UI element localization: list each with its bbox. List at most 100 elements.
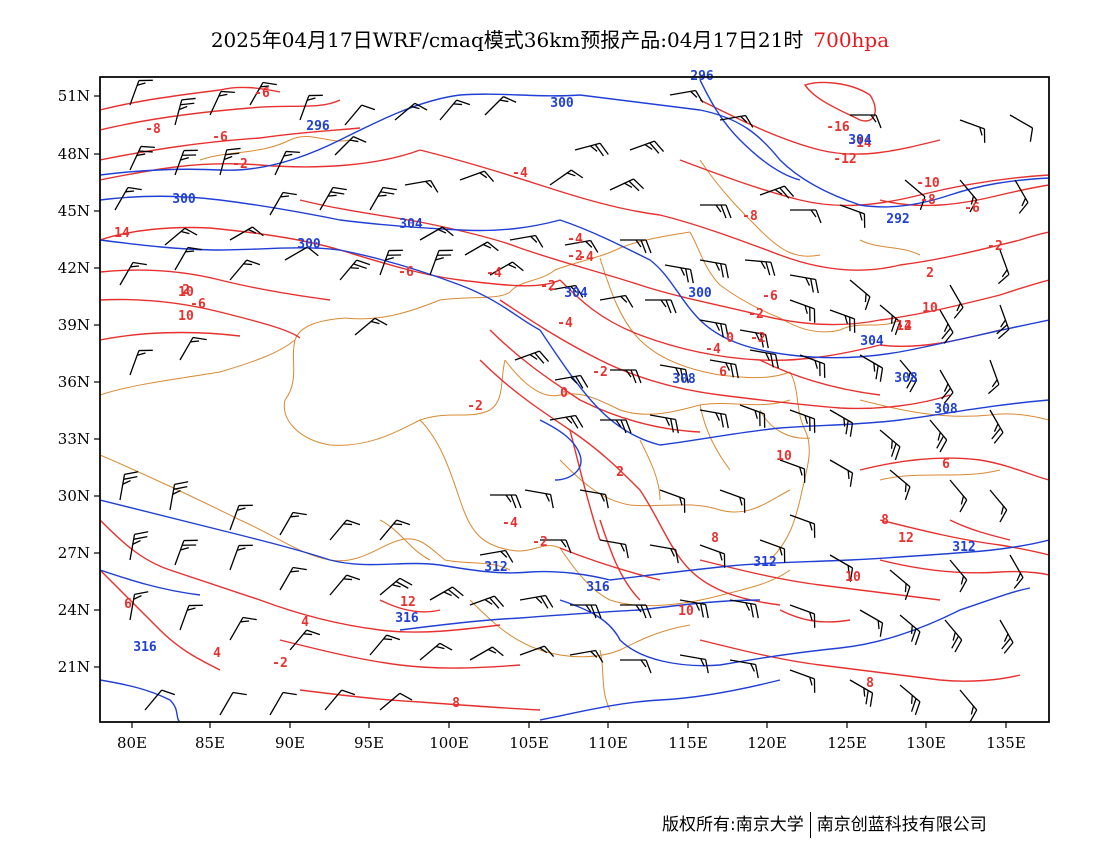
temperature-label: -8 xyxy=(145,122,161,137)
contour-labels: -6-8-6-2-4-16-14-12-10-8-6-4-2-2-4-6-4-2… xyxy=(114,69,1003,711)
wind-barb xyxy=(284,246,319,261)
temperature-label: 6 xyxy=(942,457,950,472)
wind-barb xyxy=(319,186,347,211)
copyright-right: 南京创蓝科技有限公司 xyxy=(816,815,987,835)
temperature-contour xyxy=(699,99,941,155)
wind-barb xyxy=(479,549,514,563)
temperature-label: 8 xyxy=(711,531,719,546)
boundary-line xyxy=(379,519,431,561)
height-contour xyxy=(859,177,1049,208)
temperature-label: -12 xyxy=(833,152,856,167)
temperature-contour xyxy=(100,127,361,161)
title-pressure-level: 700hpa xyxy=(813,28,890,52)
wind-barb xyxy=(839,204,866,228)
temperature-label: -2 xyxy=(748,307,764,322)
lon-tick-label: 95E xyxy=(354,734,384,752)
boundary-line xyxy=(469,599,691,658)
wind-barb xyxy=(879,304,901,336)
temperature-contour xyxy=(803,81,876,122)
wind-barb xyxy=(679,599,709,619)
wind-barb xyxy=(129,531,149,561)
wind-barb xyxy=(669,89,704,103)
wind-barb xyxy=(379,249,403,276)
lon-tick-label: 120E xyxy=(747,734,787,752)
wind-barb xyxy=(329,519,361,541)
wind-barb xyxy=(829,459,854,487)
lat-tick-label: 45N xyxy=(58,202,90,220)
height-contour xyxy=(559,219,791,356)
height-contour xyxy=(789,319,1049,359)
temperature-contour xyxy=(419,149,661,216)
axes: 80E 85E 90E 95E 100E 105E 110E 115E 120E 125E 130E… xyxy=(58,87,1026,752)
wind-barb xyxy=(219,147,241,176)
height-label: 304 xyxy=(860,334,884,349)
lon-tick-label: 135E xyxy=(986,734,1026,752)
wind-barb xyxy=(959,179,978,213)
temperature-contour xyxy=(879,279,1049,321)
height-contour xyxy=(100,499,441,566)
wind-barb xyxy=(269,691,297,716)
boundary-line xyxy=(504,359,791,415)
temperature-label: 0 xyxy=(560,386,568,401)
height-label: 316 xyxy=(133,640,157,655)
wind-barb xyxy=(849,279,871,311)
wind-barb xyxy=(129,145,155,171)
wind-barb xyxy=(759,539,786,563)
height-label: 300 xyxy=(688,286,712,301)
height-contour xyxy=(100,679,181,722)
height-label: 292 xyxy=(886,212,909,227)
lat-tick-label: 30N xyxy=(58,487,90,505)
height-label: 308 xyxy=(894,371,918,386)
temperature-label: 10 xyxy=(678,604,694,619)
temperature-contour xyxy=(100,331,241,341)
temperature-label: -2 xyxy=(532,535,548,550)
wind-barb xyxy=(899,614,921,646)
wind-barb xyxy=(174,149,198,176)
lon-tick-label: 110E xyxy=(588,734,628,752)
wind-barb xyxy=(859,609,884,637)
wind-barb xyxy=(699,409,729,429)
lon-tick-label: 80E xyxy=(117,734,147,752)
wind-barb xyxy=(469,646,504,661)
temperature-label: -6 xyxy=(190,297,206,312)
lat-tick-label: 42N xyxy=(58,259,90,277)
wind-barb xyxy=(759,185,795,199)
lat-tick-label: 48N xyxy=(58,145,90,163)
temperature-label: -10 xyxy=(916,176,940,191)
wind-barb xyxy=(789,409,816,433)
temperature-label: 4 xyxy=(301,615,309,630)
temperature-label: -6 xyxy=(254,86,270,101)
temperature-contour xyxy=(499,299,721,396)
height-label: 304 xyxy=(564,286,588,301)
lon-tick-label: 105E xyxy=(509,734,549,752)
height-contour xyxy=(439,564,611,581)
temperature-contour xyxy=(100,298,301,339)
wind-barb xyxy=(789,604,816,628)
lon-tick-label: 130E xyxy=(906,734,946,752)
temperature-contour xyxy=(100,569,221,671)
boundary-line xyxy=(759,409,811,439)
wind-barb xyxy=(889,469,911,501)
wind-barb xyxy=(394,102,428,121)
wind-barb xyxy=(209,90,235,116)
height-label: 312 xyxy=(952,540,975,555)
title-main: 2025年04月17日WRF/cmaq模式36km预报产品:04月17日21时 xyxy=(210,28,804,52)
boundary-line xyxy=(599,649,611,711)
temperature-contour xyxy=(949,519,1011,541)
wind-barb xyxy=(549,414,584,429)
wind-barb xyxy=(699,319,729,339)
wind-barb xyxy=(620,239,652,254)
temperature-contour xyxy=(699,639,1021,682)
wind-barb xyxy=(579,489,609,509)
temperature-label: 12 xyxy=(896,319,912,334)
temperature-label: -2 xyxy=(540,279,556,294)
wind-barb xyxy=(519,594,554,609)
wind-barb xyxy=(679,654,709,674)
wind-barb xyxy=(949,559,968,593)
temperature-contour xyxy=(299,689,541,711)
wind-barb xyxy=(524,489,554,509)
height-contour xyxy=(559,599,721,667)
temperature-label: -8 xyxy=(920,193,936,208)
boundary-line xyxy=(769,371,810,561)
height-contour xyxy=(100,569,201,596)
